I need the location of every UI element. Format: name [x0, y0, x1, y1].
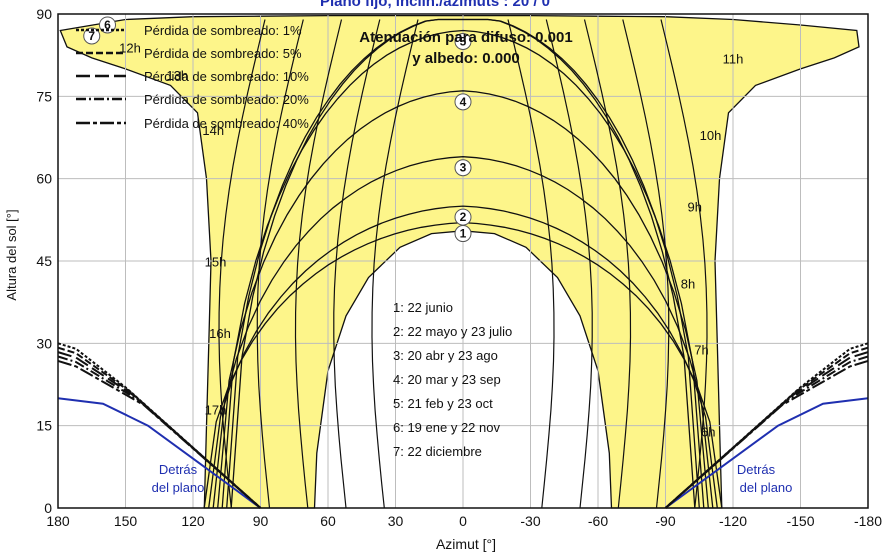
legend-label: Pérdida de sombreado: 1% — [144, 23, 302, 38]
x-tick-label: 90 — [253, 513, 269, 529]
sun-path-label-circle — [454, 159, 472, 177]
x-tick-label: 0 — [459, 513, 467, 529]
x-tick-label: -120 — [719, 513, 747, 529]
shading-loss-curve — [57, 359, 262, 509]
y-tick-label: 60 — [36, 171, 52, 187]
y-tick-label: 90 — [36, 6, 52, 22]
y-tick-label: 75 — [36, 88, 52, 104]
legend-label: Pérdida de sombreado: 5% — [144, 46, 302, 61]
sun-path-curve — [208, 205, 718, 509]
x-tick-label: -60 — [588, 513, 608, 529]
date-legend-item: 5: 21 feb y 23 oct — [393, 396, 493, 411]
hour-label: 6h — [701, 425, 715, 440]
hour-line — [507, 19, 555, 509]
hour-label: 16h — [209, 326, 231, 341]
x-tick-label: 180 — [46, 513, 70, 529]
hour-label: 12h — [119, 40, 141, 55]
legend-label: Pérdida de sombreado: 40% — [144, 116, 309, 131]
date-legend-item: 6: 19 ene y 22 nov — [393, 420, 500, 435]
attenuation-label: Atenuación para difuso: 0.001 — [359, 29, 572, 46]
sun-path-label: 4 — [460, 95, 467, 109]
y-tick-label: 15 — [36, 418, 52, 434]
x-tick-label: 30 — [388, 513, 404, 529]
shading-legend: Pérdida de sombreado: 1% Pérdida de somb… — [76, 23, 309, 131]
hour-label: 17h — [205, 403, 227, 418]
hour-label: 10h — [700, 128, 722, 143]
legend-label: Pérdida de sombreado: 10% — [144, 69, 309, 84]
plot-frame — [57, 13, 869, 509]
x-tick-label: -90 — [655, 513, 675, 529]
hour-label: 7h — [694, 342, 708, 357]
sun-path-label-circle — [454, 32, 472, 50]
y-tick-label: 0 — [44, 500, 52, 516]
hour-line — [333, 19, 381, 509]
sun-path-curve — [217, 90, 709, 509]
x-axis-label: Azimut [°] — [436, 536, 496, 552]
x-tick-label: -30 — [520, 513, 540, 529]
sun-path-label: 6 — [104, 18, 111, 32]
x-tick-label: 120 — [181, 513, 205, 529]
chart-title: Plano fijo, inclin./azimuts : 20 / 0 — [320, 0, 550, 10]
hour-label: 8h — [681, 276, 695, 291]
date-legend-item: 2: 22 mayo y 23 julio — [393, 324, 512, 339]
sun-path-label-circle — [83, 27, 101, 45]
sun-path-label: 3 — [460, 161, 467, 175]
hour-label: 9h — [688, 200, 702, 215]
hour-line — [371, 19, 419, 509]
x-tick-label: 60 — [320, 513, 336, 529]
shading-loss-curve — [664, 359, 869, 509]
hour-line — [294, 19, 343, 509]
x-tick-label: 150 — [114, 513, 138, 529]
plane-horizon-left — [57, 397, 262, 509]
date-legend: 1: 22 junio 2: 22 mayo y 23 julio 3: 20 … — [393, 300, 512, 459]
sun-path-curve — [230, 18, 696, 509]
sun-path-label-circle — [454, 208, 472, 226]
sun-path-label: 5 — [460, 34, 467, 48]
sun-path-label: 1 — [460, 227, 467, 241]
x-tick-label: -150 — [786, 513, 814, 529]
hour-line — [545, 19, 593, 509]
y-tick-label: 45 — [36, 253, 52, 269]
hour-line — [660, 19, 708, 509]
date-legend-item: 3: 20 abr y 23 ago — [393, 348, 498, 363]
date-legend-item: 7: 22 diciembre — [393, 444, 482, 459]
sun-path-label: 7 — [88, 29, 95, 43]
shading-loss-curve — [57, 355, 262, 509]
sun-path-curve — [212, 156, 714, 509]
behind-plane-label-left-1: Detrás — [159, 462, 198, 477]
sun-path-label: 2 — [460, 210, 467, 224]
date-legend-item: 1: 22 junio — [393, 300, 453, 315]
behind-plane-label-right-2: del plano — [740, 480, 793, 495]
hour-label: 11h — [723, 51, 744, 66]
hour-line — [218, 19, 266, 509]
hour-line — [256, 19, 304, 509]
hour-label: 14h — [202, 123, 224, 138]
legend-label: Pérdida de sombreado: 20% — [144, 92, 309, 107]
hour-line — [622, 19, 670, 509]
y-tick-label: 30 — [36, 335, 52, 351]
shading-loss-curve — [664, 355, 869, 509]
hour-line — [583, 19, 632, 509]
plane-horizon-right — [664, 397, 869, 509]
behind-plane-label-left-2: del plano — [152, 480, 205, 495]
albedo-label: y albedo: 0.000 — [412, 50, 520, 67]
hour-label: 13h — [166, 68, 188, 83]
x-tick-label: -180 — [854, 513, 882, 529]
behind-plane-label-right-1: Detrás — [737, 462, 776, 477]
y-axis-label: Altura del sol [°] — [4, 209, 19, 300]
hour-label: 15h — [205, 254, 227, 269]
sun-path-label-circle — [454, 93, 472, 111]
date-legend-item: 4: 20 mar y 23 sep — [393, 372, 501, 387]
